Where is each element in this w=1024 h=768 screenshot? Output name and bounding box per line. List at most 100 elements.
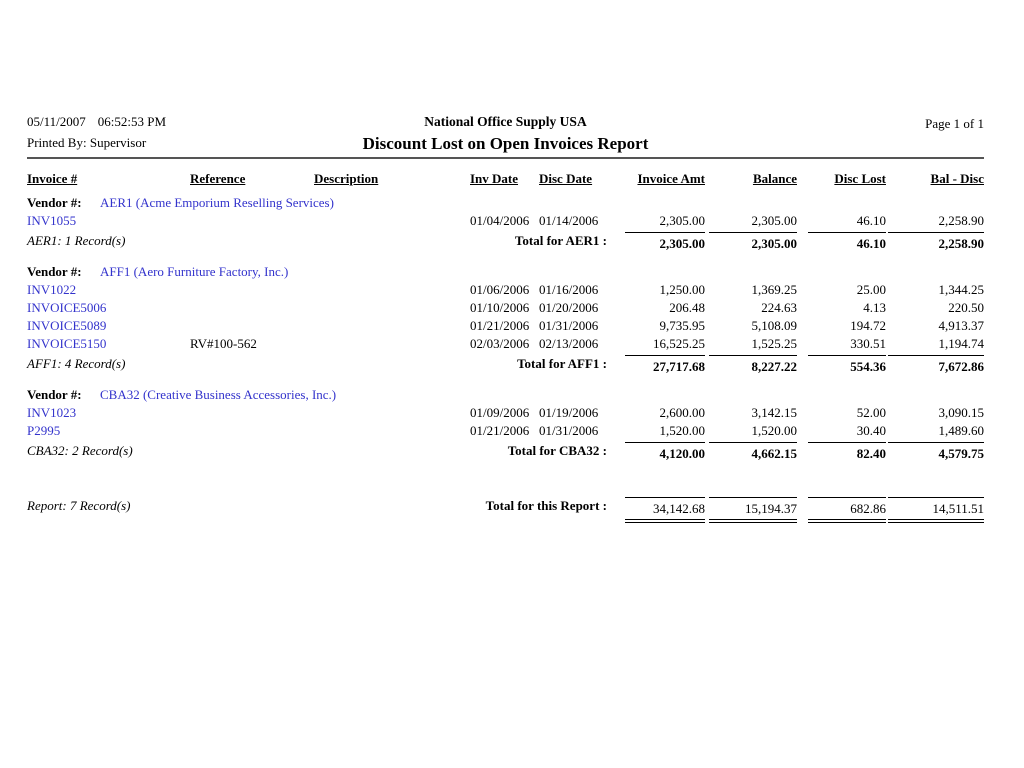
vendor-header-row: Vendor #: AER1 (Acme Emporium Reselling S… bbox=[27, 194, 984, 212]
vendor-total-row: AFF1: 4 Record(s) Total for AFF1 : 27,717.… bbox=[27, 355, 984, 376]
disc-lost-cell: 30.40 bbox=[856, 423, 886, 438]
description-cell bbox=[314, 404, 468, 422]
disc-lost-cell: 4.13 bbox=[863, 300, 886, 315]
description-cell bbox=[314, 281, 468, 299]
disc-date-cell: 01/31/2006 bbox=[539, 318, 599, 333]
vendor-total-bal-disc-value: 4,579.75 bbox=[888, 442, 984, 463]
vendor-total-invoice-amt-value: 4,120.00 bbox=[625, 442, 705, 463]
vendor-total-disc-lost: 554.36 bbox=[797, 355, 886, 376]
report-title: Discount Lost on Open Invoices Report bbox=[362, 134, 649, 153]
invoice-row: INVOICE5006 01/10/2006 01/20/2006 206.48 224… bbox=[27, 299, 984, 317]
invoice-row: INVOICE5150 RV#100-562 02/03/2006 02/13/200… bbox=[27, 335, 984, 353]
vendor-total-balance: 2,305.00 bbox=[705, 232, 797, 253]
disc-lost-cell: 194.72 bbox=[850, 318, 886, 333]
vendor-group: Vendor #: AFF1 (Aero Furniture Factory, I… bbox=[27, 263, 984, 376]
disc-date-cell: 02/13/2006 bbox=[539, 336, 599, 351]
balance-cell: 2,305.00 bbox=[751, 213, 798, 228]
company-name: National Office Supply USA bbox=[424, 114, 587, 129]
vendor-total-bal-disc-value: 7,672.86 bbox=[888, 355, 984, 376]
bal-disc-cell: 1,344.25 bbox=[938, 282, 985, 297]
col-header-description: Description bbox=[314, 171, 379, 186]
vendor-groups: Vendor #: AER1 (Acme Emporium Reselling S… bbox=[27, 194, 984, 463]
vendor-total-label: Total for CBA32 : bbox=[507, 443, 607, 458]
description-cell bbox=[314, 422, 468, 440]
description-cell bbox=[314, 317, 468, 335]
disc-lost-cell: 25.00 bbox=[856, 282, 886, 297]
vendor-number-label: Vendor #: bbox=[27, 387, 82, 402]
inv-date-cell: 01/21/2006 bbox=[470, 318, 530, 333]
vendor-total-invoice-amt-value: 2,305.00 bbox=[625, 232, 705, 253]
invoice-table: Invoice # Reference Description Inv Date… bbox=[27, 170, 984, 523]
bal-disc-cell: 4,913.37 bbox=[938, 318, 985, 333]
bal-disc-cell: 220.50 bbox=[948, 300, 984, 315]
balance-cell: 3,142.15 bbox=[751, 405, 798, 420]
reference-cell bbox=[185, 404, 314, 422]
vendor-total-disc-lost: 46.10 bbox=[797, 232, 886, 253]
vendor-total-left: CBA32: 2 Record(s) Total for CBA32 : bbox=[27, 442, 607, 463]
vendor-total-left: AFF1: 4 Record(s) Total for AFF1 : bbox=[27, 355, 607, 376]
inv-date-cell: 01/04/2006 bbox=[470, 213, 530, 228]
disc-lost-cell: 330.51 bbox=[850, 336, 886, 351]
vendor-total-bal-disc-value: 2,258.90 bbox=[888, 232, 984, 253]
invoice-number-link[interactable]: INVOICE5006 bbox=[27, 300, 107, 315]
vendor-total-invoice-amt: 2,305.00 bbox=[607, 232, 705, 253]
invoice-number-link[interactable]: INV1023 bbox=[27, 405, 77, 420]
vendor-total-disc-lost-value: 46.10 bbox=[808, 232, 886, 253]
balance-cell: 1,525.25 bbox=[751, 336, 798, 351]
col-header-disc-date: Disc Date bbox=[539, 171, 593, 186]
reference-cell bbox=[185, 212, 314, 230]
col-header-balance: Balance bbox=[752, 171, 797, 186]
vendor-group: Vendor #: AER1 (Acme Emporium Reselling S… bbox=[27, 194, 984, 253]
col-header-inv-date: Inv Date bbox=[470, 171, 519, 186]
vendor-total-invoice-amt-value: 27,717.68 bbox=[625, 355, 705, 376]
col-header-reference: Reference bbox=[190, 171, 246, 186]
invoice-amt-cell: 2,600.00 bbox=[659, 405, 706, 420]
vendor-total-bal-disc: 7,672.86 bbox=[886, 355, 984, 376]
invoice-number-link[interactable]: INVOICE5150 bbox=[27, 336, 107, 351]
vendor-records-label: AER1: 1 Record(s) bbox=[27, 233, 126, 248]
description-cell bbox=[314, 212, 468, 230]
vendor-total-label: Total for AFF1 : bbox=[517, 356, 607, 371]
vendor-number-label: Vendor #: bbox=[27, 195, 82, 210]
vendor-total-invoice-amt: 27,717.68 bbox=[607, 355, 705, 376]
disc-date-cell: 01/14/2006 bbox=[539, 213, 599, 228]
vendor-total-balance-value: 2,305.00 bbox=[709, 232, 797, 253]
col-header-bal-disc: Bal - Disc bbox=[930, 171, 984, 186]
vendor-total-invoice-amt: 4,120.00 bbox=[607, 442, 705, 463]
bal-disc-cell: 1,489.60 bbox=[938, 423, 985, 438]
invoice-number-link[interactable]: P2995 bbox=[27, 423, 61, 438]
invoice-number-link[interactable]: INV1055 bbox=[27, 213, 77, 228]
disc-lost-cell: 46.10 bbox=[856, 213, 886, 228]
vendor-name-link[interactable]: AFF1 (Aero Furniture Factory, Inc.) bbox=[100, 264, 289, 279]
balance-cell: 224.63 bbox=[761, 300, 797, 315]
print-date: 05/11/2007 bbox=[27, 114, 86, 129]
vendor-total-disc-lost: 82.40 bbox=[797, 442, 886, 463]
vendor-total-bal-disc: 2,258.90 bbox=[886, 232, 984, 253]
invoice-amt-cell: 1,520.00 bbox=[659, 423, 706, 438]
print-time: 06:52:53 PM bbox=[97, 114, 167, 129]
vendor-total-row: CBA32: 2 Record(s) Total for CBA32 : 4,120… bbox=[27, 442, 984, 463]
reference-cell bbox=[185, 299, 314, 317]
header-divider bbox=[27, 157, 984, 159]
invoice-number-link[interactable]: INVOICE5089 bbox=[27, 318, 107, 333]
vendor-name-link[interactable]: CBA32 (Creative Business Accessories, In… bbox=[100, 387, 337, 402]
balance-cell: 1,369.25 bbox=[751, 282, 798, 297]
vendor-group: Vendor #: CBA32 (Creative Business Access… bbox=[27, 386, 984, 463]
reference-cell: RV#100-562 bbox=[190, 336, 257, 351]
report-total-disc-lost: 682.86 bbox=[797, 497, 886, 523]
report-total-row: Report: 7 Record(s) Total for this Repor… bbox=[27, 497, 984, 523]
invoice-amt-cell: 16,525.25 bbox=[653, 336, 705, 351]
invoice-row: P2995 01/21/2006 01/31/2006 1,520.00 1,520.0… bbox=[27, 422, 984, 440]
vendor-total-disc-lost-value: 82.40 bbox=[808, 442, 886, 463]
invoice-number-link[interactable]: INV1022 bbox=[27, 282, 77, 297]
invoice-row: INV1022 01/06/2006 01/16/2006 1,250.00 1,369… bbox=[27, 281, 984, 299]
print-datetime: 05/11/2007 06:52:53 PM bbox=[27, 114, 166, 135]
vendor-total-bal-disc: 4,579.75 bbox=[886, 442, 984, 463]
inv-date-cell: 01/06/2006 bbox=[470, 282, 530, 297]
inv-date-cell: 02/03/2006 bbox=[470, 336, 530, 351]
disc-date-cell: 01/31/2006 bbox=[539, 423, 599, 438]
table-header-row: Invoice # Reference Description Inv Date… bbox=[27, 170, 984, 188]
vendor-name-link[interactable]: AER1 (Acme Emporium Reselling Services) bbox=[100, 195, 334, 210]
report-total-invoice-amt: 34,142.68 bbox=[607, 497, 705, 523]
